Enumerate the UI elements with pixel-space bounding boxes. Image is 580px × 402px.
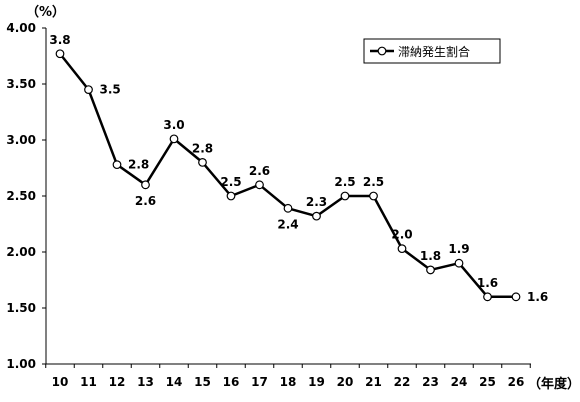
data-label: 2.3 xyxy=(306,195,327,209)
data-label: 3.0 xyxy=(163,118,184,132)
y-tick-label: 2.50 xyxy=(6,189,36,203)
x-tick-label: 22 xyxy=(394,375,411,389)
y-tick-label: 4.00 xyxy=(6,21,36,35)
y-tick-label: 2.00 xyxy=(6,245,36,259)
data-label: 2.0 xyxy=(391,228,412,242)
data-point xyxy=(312,211,321,221)
y-tick-label: 3.00 xyxy=(6,133,36,147)
data-point xyxy=(454,258,464,268)
data-point xyxy=(55,49,65,59)
x-unit-label: （年度） xyxy=(528,376,580,392)
x-tick-label: 25 xyxy=(479,375,496,389)
data-point xyxy=(226,191,236,201)
data-point xyxy=(426,265,435,275)
data-point xyxy=(397,244,407,254)
data-point xyxy=(141,180,150,190)
series-line xyxy=(59,52,516,299)
data-label: 3.8 xyxy=(49,33,70,47)
x-tick-label: 21 xyxy=(365,375,382,389)
data-point xyxy=(511,292,521,302)
y-tick-label: 1.00 xyxy=(6,357,36,371)
data-label: 1.9 xyxy=(448,242,469,256)
y-ticks: 1.00 1.50 2.00 2.50 3.00 3.50 4.00 xyxy=(6,21,46,371)
x-tick-label: 11 xyxy=(80,375,97,389)
x-tick-label: 20 xyxy=(337,375,354,389)
data-point xyxy=(255,180,264,190)
data-label: 2.8 xyxy=(128,158,149,172)
data-labels: 3.8 3.5 2.8 2.6 3.0 2.8 2.5 2.6 2.4 2.3 2.5 2.5 2.0 1… xyxy=(49,33,548,304)
data-label: 2.5 xyxy=(334,175,355,189)
data-point xyxy=(112,160,122,170)
data-point xyxy=(283,203,293,213)
x-tick-label: 16 xyxy=(223,375,240,389)
x-tick-label: 26 xyxy=(508,375,525,389)
series-group xyxy=(55,49,521,302)
data-label: 3.5 xyxy=(100,83,121,97)
y-unit-label: （%） xyxy=(26,4,65,20)
data-label: 2.4 xyxy=(277,217,298,231)
data-label: 1.6 xyxy=(477,276,498,290)
legend: 滞納発生割合 xyxy=(363,38,501,64)
data-label: 2.8 xyxy=(192,141,213,155)
legend-label: 滞納発生割合 xyxy=(398,44,470,59)
x-tick-label: 17 xyxy=(251,375,268,389)
x-tick-label: 19 xyxy=(308,375,325,389)
data-label: 2.5 xyxy=(363,175,384,189)
data-label: 2.6 xyxy=(135,194,156,208)
data-point xyxy=(483,292,492,302)
x-tick-label: 10 xyxy=(52,375,69,389)
x-ticks: 10 11 12 13 14 15 16 17 18 19 20 21 22 23 24 25 26 xyxy=(45,364,531,389)
data-point xyxy=(169,134,179,144)
x-tick-label: 13 xyxy=(137,375,154,389)
x-tick-label: 14 xyxy=(166,375,183,389)
data-point xyxy=(84,85,93,94)
data-point xyxy=(198,157,207,167)
x-tick-label: 15 xyxy=(194,375,211,389)
data-label: 2.5 xyxy=(220,175,241,189)
data-label: 1.8 xyxy=(420,249,441,263)
x-tick-label: 23 xyxy=(422,375,439,389)
data-label: 2.6 xyxy=(249,164,270,178)
data-point xyxy=(340,191,350,201)
x-tick-label: 12 xyxy=(109,375,126,389)
y-tick-label: 1.50 xyxy=(6,301,36,315)
data-label: 1.6 xyxy=(527,290,548,304)
x-tick-label: 18 xyxy=(280,375,297,389)
data-point xyxy=(369,191,378,201)
legend-marker xyxy=(377,46,387,56)
x-tick-label: 24 xyxy=(451,375,468,389)
y-tick-label: 3.50 xyxy=(6,77,36,91)
